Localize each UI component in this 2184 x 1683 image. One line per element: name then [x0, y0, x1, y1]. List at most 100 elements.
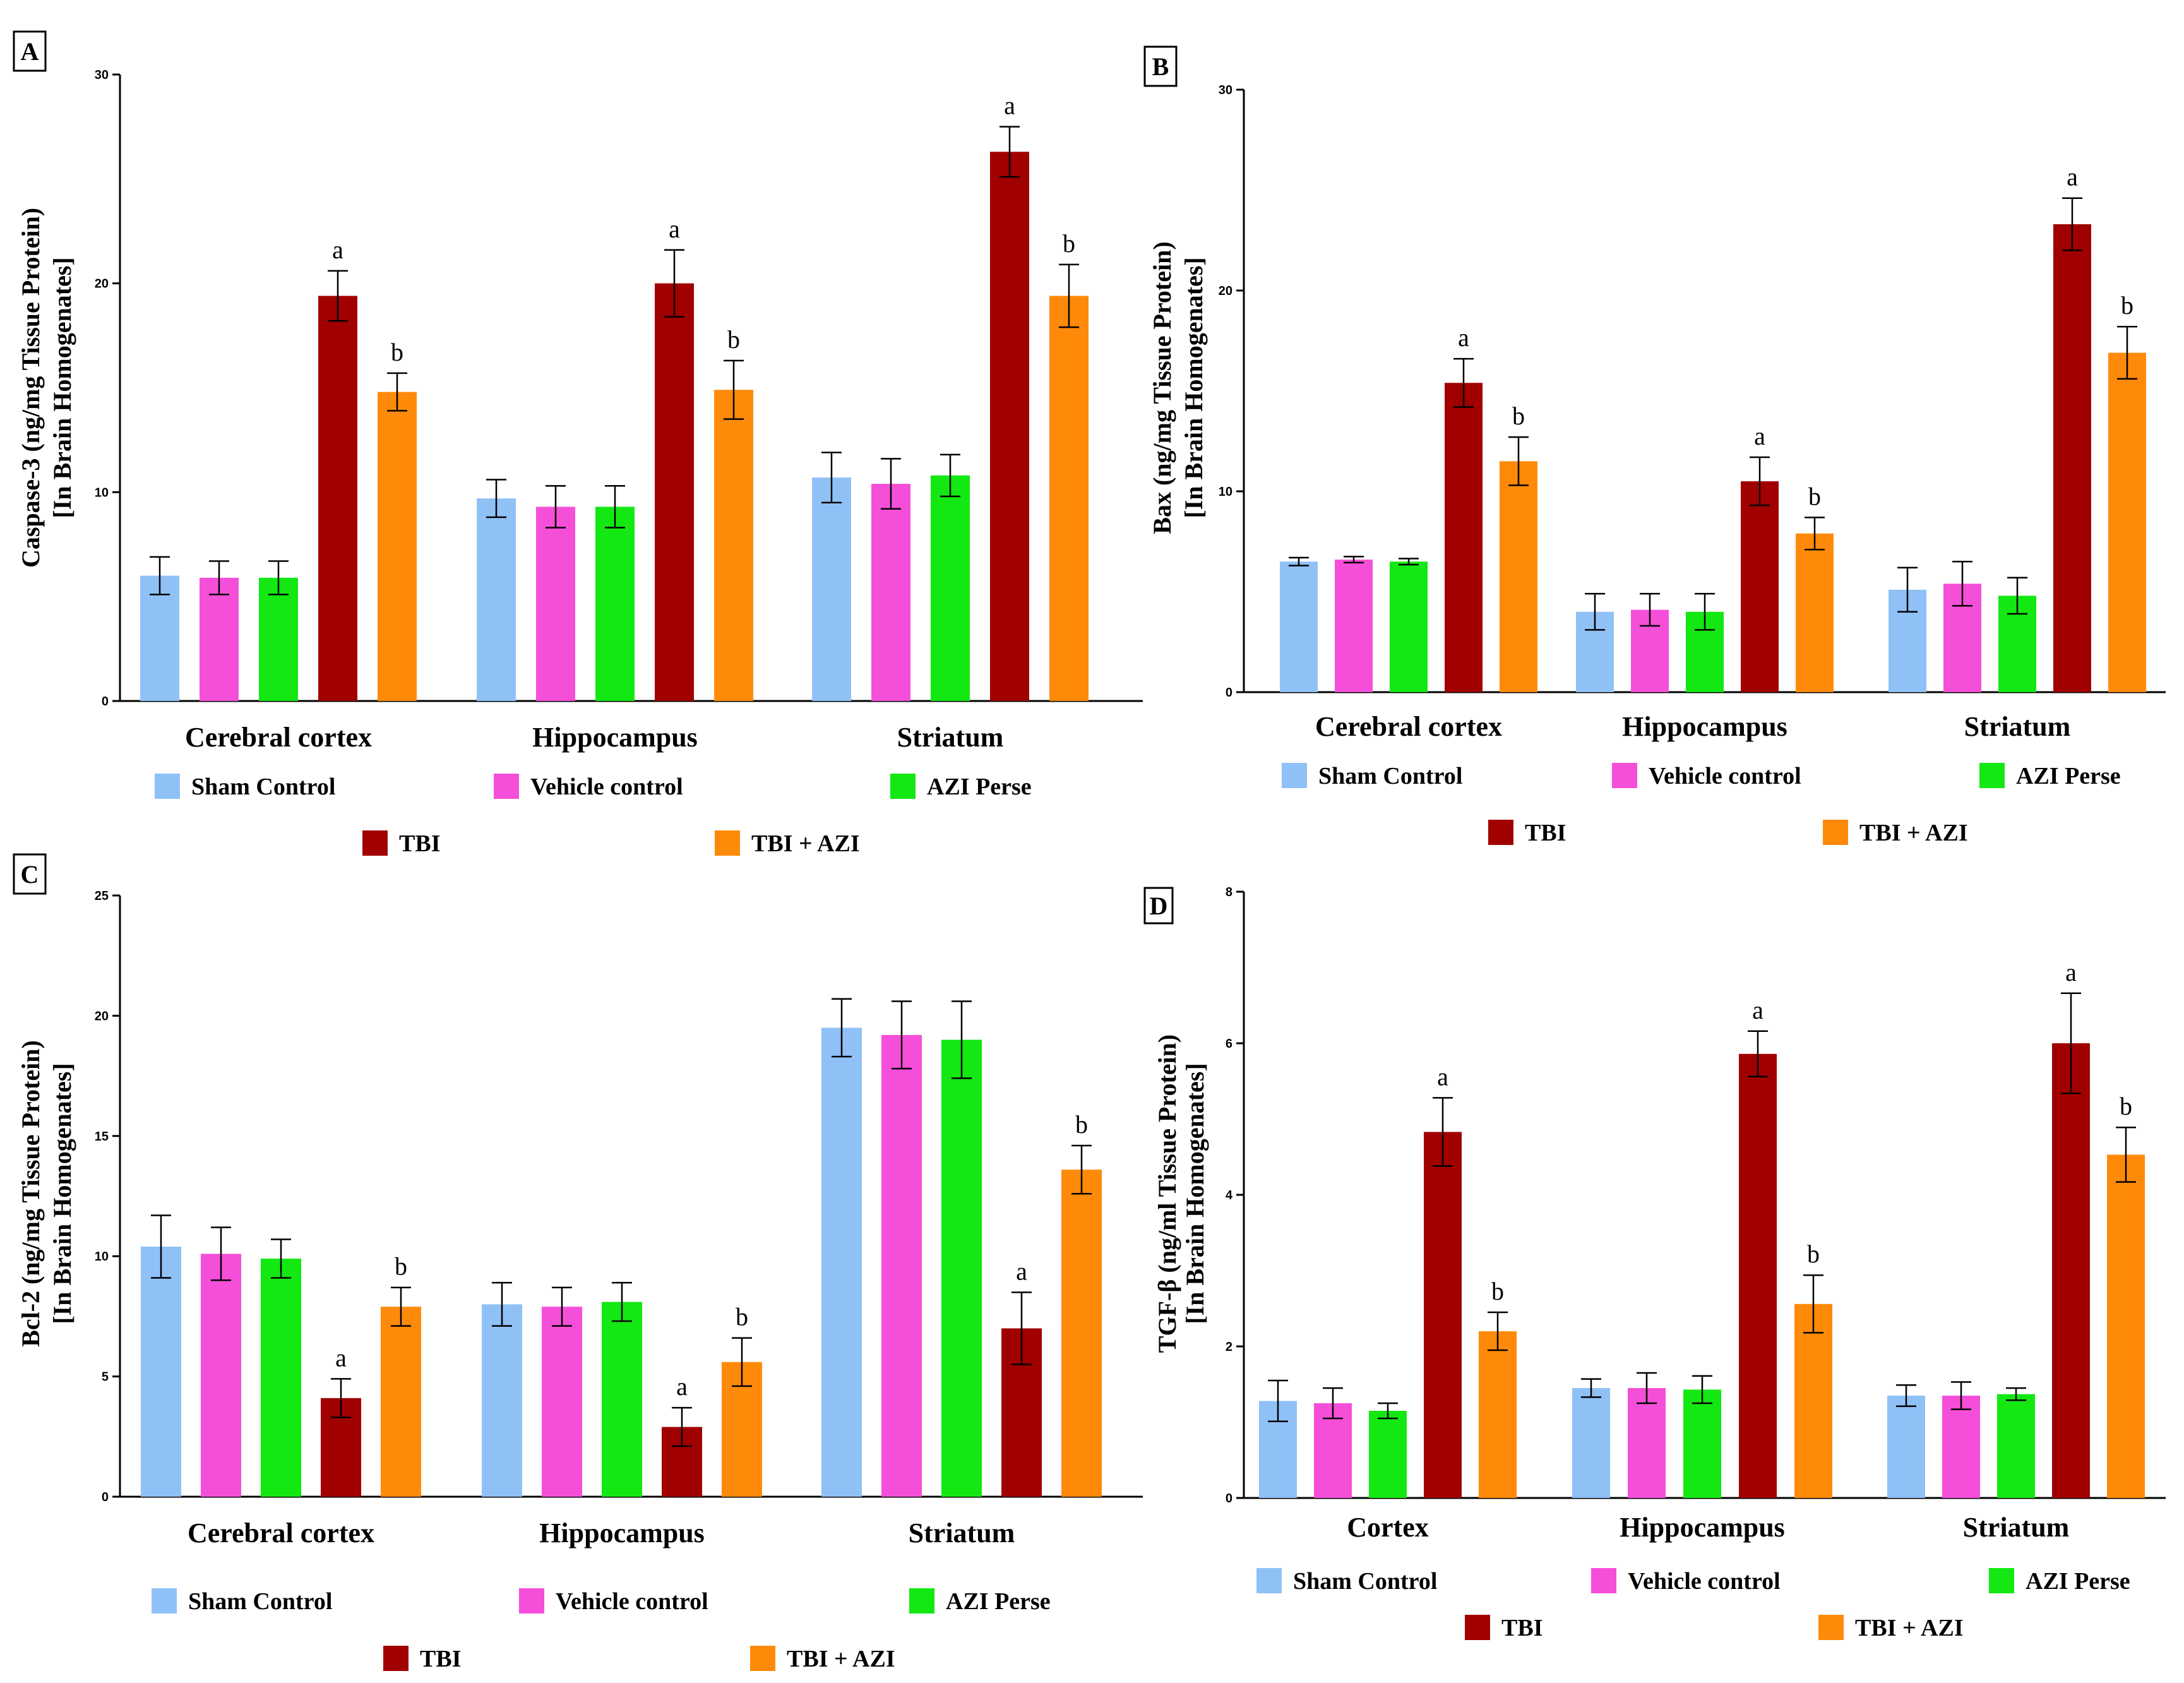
category-label: Cerebral cortex: [185, 722, 372, 753]
bar-tbi-2: [990, 152, 1029, 701]
bar-tbi-2: [2052, 1043, 2090, 1498]
category-label: Striatum: [1964, 711, 2071, 742]
legend-swatch: [155, 774, 180, 799]
legend-swatch: [1823, 820, 1848, 845]
significance-label: b: [395, 1252, 407, 1281]
y-axis-label: TGF-β (ng/ml Tissue Protein): [1153, 1034, 1181, 1353]
legend-swatch: [1282, 763, 1307, 788]
legend-swatch: [1818, 1615, 1844, 1640]
y-axis-label-2: [In Brain Homogenates]: [1179, 257, 1208, 518]
legend-item-sham: Sham Control: [1282, 763, 1462, 789]
y-tick-label: 30: [1219, 83, 1232, 97]
bar-sham-2: [821, 1027, 862, 1497]
significance-label: a: [1016, 1257, 1027, 1285]
bar-tbi_azi-2: [2107, 1154, 2145, 1498]
legend-label: Sham Control: [1318, 763, 1462, 789]
bar-azi-2: [941, 1039, 982, 1497]
bar-sham-0: [1280, 561, 1318, 692]
panel-label: A: [21, 37, 39, 66]
bar-azi-0: [259, 577, 298, 701]
category-label: Cortex: [1347, 1512, 1429, 1543]
panel-label-box: [1143, 45, 1178, 87]
panel-label: C: [21, 860, 39, 889]
bar-vehicle-2: [871, 484, 910, 701]
bar-azi-0: [1390, 561, 1428, 692]
significance-label: a: [669, 215, 680, 243]
significance-label: b: [1491, 1277, 1504, 1305]
significance-label: b: [391, 338, 403, 366]
significance-label: b: [1063, 229, 1075, 258]
y-tick-label: 0: [102, 1490, 109, 1504]
bar-vehicle-0: [200, 577, 239, 701]
significance-label: b: [736, 1303, 748, 1331]
bar-sham-1: [477, 498, 516, 701]
significance-label: a: [1437, 1062, 1448, 1091]
y-tick-label: 15: [95, 1130, 109, 1144]
y-tick-label: 4: [1226, 1189, 1233, 1202]
panel-label: B: [1152, 52, 1169, 81]
y-tick-label: 20: [95, 277, 109, 291]
legend-swatch: [1256, 1568, 1282, 1593]
legend-label: TBI: [420, 1646, 461, 1672]
significance-label: a: [1752, 996, 1763, 1024]
legend-item-sham: Sham Control: [1256, 1568, 1437, 1595]
category-label: Hippocampus: [532, 722, 698, 753]
legend-label: Vehicle control: [1649, 763, 1801, 789]
panel-d: D 0 2 4 6 8 TGF-β (ng/ml Tissue Protein) [In Br…: [1143, 885, 2166, 1641]
legend-item-tbi_azi: TBI + AZI: [715, 830, 860, 857]
legend-item-tbi_azi: TBI + AZI: [1818, 1615, 1964, 1641]
panel-label-box: [13, 853, 47, 895]
bar-sham-0: [141, 1246, 181, 1497]
bar-vehicle-2: [1942, 1396, 1980, 1498]
legend-item-tbi: TBI: [1465, 1615, 1543, 1641]
legend-item-tbi: TBI: [383, 1646, 461, 1672]
legend-swatch: [909, 1588, 934, 1614]
category-label: Striatum: [1963, 1512, 2070, 1543]
legend-item-vehicle: Vehicle control: [519, 1588, 708, 1615]
legend-item-tbi_azi: TBI + AZI: [1823, 820, 1968, 846]
y-tick-label: 6: [1226, 1037, 1232, 1051]
legend-swatch: [1612, 763, 1637, 788]
bar-tbi-1: [1739, 1053, 1777, 1498]
bar-sham-2: [1887, 1396, 1925, 1498]
legend-swatch: [715, 830, 740, 856]
legend-label: TBI + AZI: [1855, 1615, 1964, 1641]
bar-tbi_azi-2: [1061, 1170, 1102, 1497]
significance-label: b: [1512, 402, 1525, 430]
legend-label: TBI: [399, 830, 440, 857]
legend-swatch: [1488, 820, 1513, 845]
significance-label: a: [2065, 958, 2077, 986]
y-tick-label: 30: [95, 68, 109, 82]
category-label: Cerebral cortex: [1315, 711, 1502, 742]
legend-item-tbi: TBI: [362, 830, 440, 857]
legend-label: AZI Perse: [2016, 763, 2121, 789]
bar-tbi_azi-0: [378, 392, 417, 701]
y-axis-label: Bcl-2 (ng/mg Tissue Protein): [16, 1040, 45, 1347]
legend-swatch: [494, 774, 519, 799]
legend-label: Vehicle control: [556, 1588, 708, 1615]
legend-item-azi: AZI Perse: [1979, 763, 2121, 789]
legend-label: Sham Control: [1293, 1568, 1437, 1595]
significance-label: b: [1808, 482, 1821, 510]
bar-sham-1: [482, 1304, 522, 1497]
legend-item-vehicle: Vehicle control: [1612, 763, 1801, 789]
legend-swatch: [1591, 1568, 1616, 1593]
legend-label: TBI + AZI: [1859, 820, 1968, 846]
bar-tbi_azi-1: [1796, 533, 1834, 692]
y-axis-label-2: [In Brain Homogenates]: [1181, 1063, 1209, 1324]
bar-vehicle-0: [1335, 560, 1373, 692]
y-tick-label: 0: [1226, 1492, 1232, 1506]
y-tick-label: 0: [102, 695, 109, 709]
legend-label: AZI Perse: [2026, 1568, 2130, 1595]
bar-vehicle-1: [542, 1307, 582, 1497]
legend-label: AZI Perse: [946, 1588, 1051, 1615]
legend-item-vehicle: Vehicle control: [494, 774, 683, 800]
legend-swatch: [1979, 763, 2005, 788]
bar-sham-2: [812, 477, 851, 701]
legend-item-azi: AZI Perse: [1989, 1568, 2130, 1595]
legend-item-azi: AZI Perse: [890, 774, 1032, 800]
legend-swatch: [750, 1646, 775, 1671]
y-tick-label: 25: [95, 889, 109, 903]
bar-azi-1: [1683, 1389, 1721, 1498]
